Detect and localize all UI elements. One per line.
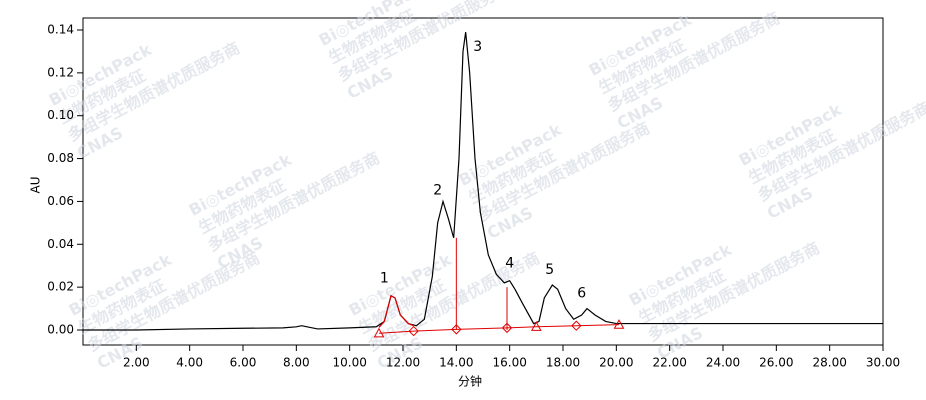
- x-axis-label: 分钟: [458, 374, 482, 389]
- peak-label: 4: [505, 256, 514, 272]
- integration-marker: [408, 325, 419, 337]
- trace: [83, 32, 883, 331]
- y-tick-label: 0.04: [47, 237, 74, 251]
- integration-marker: [530, 321, 542, 331]
- x-tick-label: 18.00: [546, 356, 580, 370]
- x-tick-label: 24.00: [706, 356, 740, 370]
- y-tick-label: 0.12: [47, 65, 74, 79]
- integration-marker: [451, 324, 462, 335]
- plot-frame: [82, 17, 884, 346]
- integration-marker: [571, 320, 582, 331]
- peak-label: 6: [577, 286, 586, 302]
- x-tick-label: 20.00: [599, 356, 633, 370]
- peak-label: 3: [473, 39, 482, 55]
- integration-marker: [501, 322, 513, 334]
- x-tick-label: 22.00: [652, 356, 686, 370]
- x-tick-label: 12.00: [386, 356, 420, 370]
- y-axis-label: AU: [29, 177, 43, 194]
- y-tick-label: 0.06: [47, 194, 74, 208]
- watermark-layer: Bi◎techPack生物药物表征多组学生物质谱优质服务商CNASBi◎tech…: [46, 0, 926, 373]
- y-tick-label: 0.00: [47, 323, 74, 337]
- x-tick-label: 2.00: [123, 356, 150, 370]
- x-tick-label: 28.00: [812, 356, 846, 370]
- integration-marker: [373, 327, 385, 338]
- x-tick-label: 6.00: [230, 356, 257, 370]
- x-tick-label: 14.00: [439, 356, 473, 370]
- x-tick-label: 26.00: [759, 356, 793, 370]
- peak-label: 1: [380, 271, 389, 287]
- peak-label: 2: [433, 183, 442, 199]
- y-tick-label: 0.08: [47, 151, 74, 165]
- x-tick-label: 4.00: [176, 356, 203, 370]
- y-tick-label: 0.14: [47, 23, 74, 37]
- peak-label: 5: [545, 262, 554, 278]
- x-tick-label: 10.00: [332, 356, 366, 370]
- x-tick-label: 8.00: [283, 356, 310, 370]
- integration-marker: [613, 319, 625, 329]
- y-tick-label: 0.10: [47, 108, 74, 122]
- x-tick-label: 30.00: [866, 356, 900, 370]
- y-tick-label: 0.02: [47, 280, 74, 294]
- trace: [378, 294, 414, 328]
- x-tick-label: 16.00: [492, 356, 526, 370]
